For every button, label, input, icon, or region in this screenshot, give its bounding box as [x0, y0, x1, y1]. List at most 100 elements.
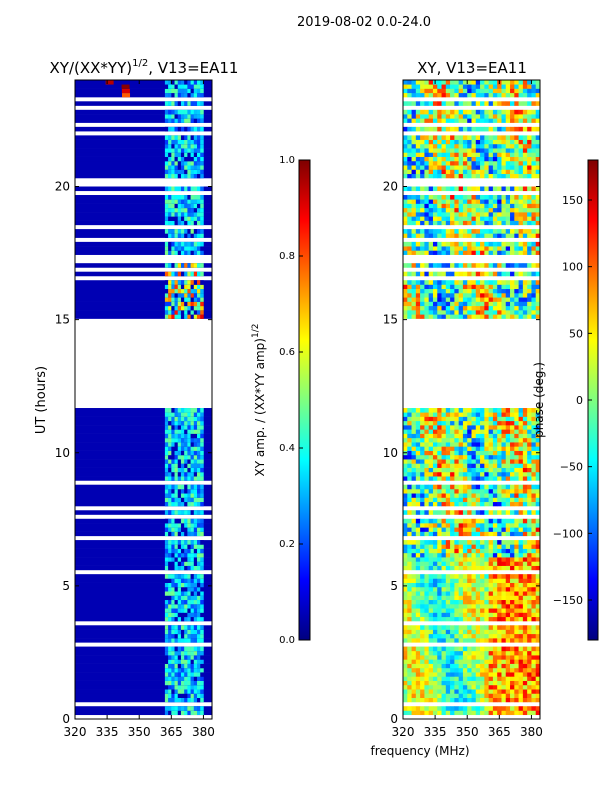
phase-cell — [428, 314, 434, 319]
phase-cell — [514, 408, 519, 413]
phase-cell — [450, 446, 455, 451]
phase-cell — [415, 420, 421, 426]
phase-cell — [475, 467, 481, 473]
phase-cell — [445, 684, 451, 690]
phase-cell — [475, 655, 481, 660]
amp-cell — [200, 497, 204, 503]
phase-cell — [480, 442, 485, 447]
amp-cell — [171, 633, 175, 639]
amp-cell — [168, 156, 172, 162]
phase-cell — [492, 476, 498, 481]
amp-cell — [190, 143, 195, 149]
amp-cell — [180, 616, 185, 622]
phase-cell — [492, 212, 498, 217]
amp-cell — [177, 169, 182, 175]
phase-cell — [415, 203, 421, 209]
amp-cell — [197, 463, 201, 468]
phase-cell — [471, 408, 477, 413]
phase-cell — [415, 680, 421, 686]
amp-cell — [168, 271, 172, 277]
phase-cell — [480, 625, 485, 630]
phase-cell — [432, 429, 438, 434]
amp-cell — [184, 152, 188, 157]
phase-cell — [428, 433, 434, 439]
phase-cell — [488, 165, 494, 170]
amp-cell — [180, 710, 185, 716]
phase-cell — [527, 463, 532, 468]
phase-cell — [407, 548, 412, 554]
phase-cell — [407, 156, 412, 162]
phase-cell — [488, 659, 494, 664]
phase-cell — [437, 565, 442, 571]
phase-cell — [535, 195, 541, 200]
amp-cell — [197, 80, 201, 85]
phase-cell — [475, 518, 481, 524]
phase-cell — [514, 80, 519, 85]
amp-cell — [184, 497, 188, 503]
phase-cell — [497, 616, 502, 622]
phase-cell — [462, 297, 468, 302]
phase-cell — [415, 165, 421, 170]
phase-cell — [403, 139, 408, 145]
phase-cell — [480, 446, 485, 451]
phase-cell — [522, 280, 528, 285]
phase-cell — [480, 540, 485, 545]
amp-cell — [180, 305, 185, 311]
amp-cell — [193, 101, 198, 106]
phase-cell — [510, 220, 515, 226]
phase-cell — [531, 471, 537, 477]
amp-cell — [197, 263, 201, 268]
phase-cell — [505, 408, 511, 413]
amp-row-base — [75, 173, 212, 179]
phase-cell — [492, 595, 498, 601]
phase-cell — [527, 280, 532, 285]
phase-cell — [497, 165, 502, 170]
phase-cell — [403, 561, 408, 566]
amp-cell — [174, 616, 179, 622]
phase-cell — [420, 118, 425, 123]
phase-cell — [445, 476, 451, 481]
phase-cell — [428, 548, 434, 554]
phase-cell — [518, 680, 524, 686]
amp-row-base — [75, 463, 212, 468]
amp-cell — [187, 156, 191, 162]
phase-cell — [471, 84, 477, 89]
phase-cell — [450, 420, 455, 426]
amp-cell — [197, 199, 201, 204]
phase-cell — [432, 603, 438, 609]
phase-cell — [420, 540, 425, 545]
phase-cell — [522, 216, 528, 221]
phase-cell — [492, 425, 498, 430]
phase-cell — [454, 84, 459, 89]
phase-cell — [462, 114, 468, 119]
phase-cell — [432, 578, 438, 583]
amp-cell — [168, 510, 172, 515]
x-tick-label: 320 — [392, 725, 415, 739]
amp-cell — [193, 169, 198, 175]
phase-cell — [501, 676, 507, 681]
phase-cell — [424, 301, 429, 307]
amp-cell — [171, 531, 175, 537]
phase-cell — [484, 663, 489, 669]
phase-cell — [514, 139, 519, 145]
amp-cell — [177, 544, 182, 549]
amp-cell — [164, 199, 169, 204]
phase-cell — [411, 220, 417, 226]
amp-cell — [184, 220, 188, 226]
phase-cell — [501, 684, 507, 690]
phase-cell — [514, 574, 519, 579]
phase-cell — [424, 595, 429, 601]
phase-cell — [411, 488, 417, 494]
amp-cell — [187, 101, 191, 106]
amp-cell — [193, 293, 198, 298]
phase-cell — [445, 518, 451, 524]
phase-cell — [522, 310, 528, 315]
phase-cell — [458, 591, 464, 596]
amp-cell — [187, 246, 191, 251]
phase-cell — [462, 429, 468, 434]
phase-cell — [467, 599, 472, 605]
phase-cell — [518, 135, 524, 140]
amp-cell — [164, 203, 169, 209]
phase-cell — [411, 518, 417, 524]
phase-cell — [522, 591, 528, 596]
